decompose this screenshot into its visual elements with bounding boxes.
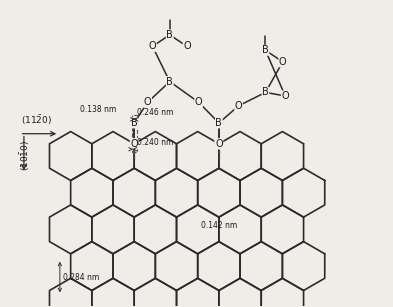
Text: 0.246 nm: 0.246 nm	[137, 108, 173, 117]
Text: O: O	[130, 139, 138, 149]
Bar	[132, 115, 137, 152]
Text: $(10\bar{1}0)$: $(10\bar{1}0)$	[18, 140, 32, 171]
Text: $(11\bar{2}0)$: $(11\bar{2}0)$	[21, 113, 53, 126]
Text: O: O	[215, 139, 223, 149]
Text: O: O	[281, 91, 289, 101]
Text: O: O	[144, 97, 151, 107]
Text: B: B	[262, 87, 269, 97]
Text: B: B	[166, 76, 173, 87]
Text: O: O	[215, 139, 223, 149]
Text: B: B	[131, 118, 138, 128]
Text: B: B	[215, 118, 222, 128]
Text: O: O	[183, 41, 191, 51]
Text: O: O	[149, 41, 156, 51]
Text: O: O	[279, 57, 286, 67]
Text: O: O	[130, 139, 138, 149]
Text: O: O	[235, 101, 242, 111]
Text: B: B	[166, 30, 173, 40]
Text: 0.142 nm: 0.142 nm	[201, 221, 237, 230]
Text: 0.240 nm: 0.240 nm	[137, 138, 173, 147]
Text: B: B	[262, 45, 269, 55]
Text: 0.138 nm: 0.138 nm	[80, 105, 116, 114]
Text: 0.284 nm: 0.284 nm	[63, 273, 99, 282]
Text: O: O	[195, 97, 202, 107]
